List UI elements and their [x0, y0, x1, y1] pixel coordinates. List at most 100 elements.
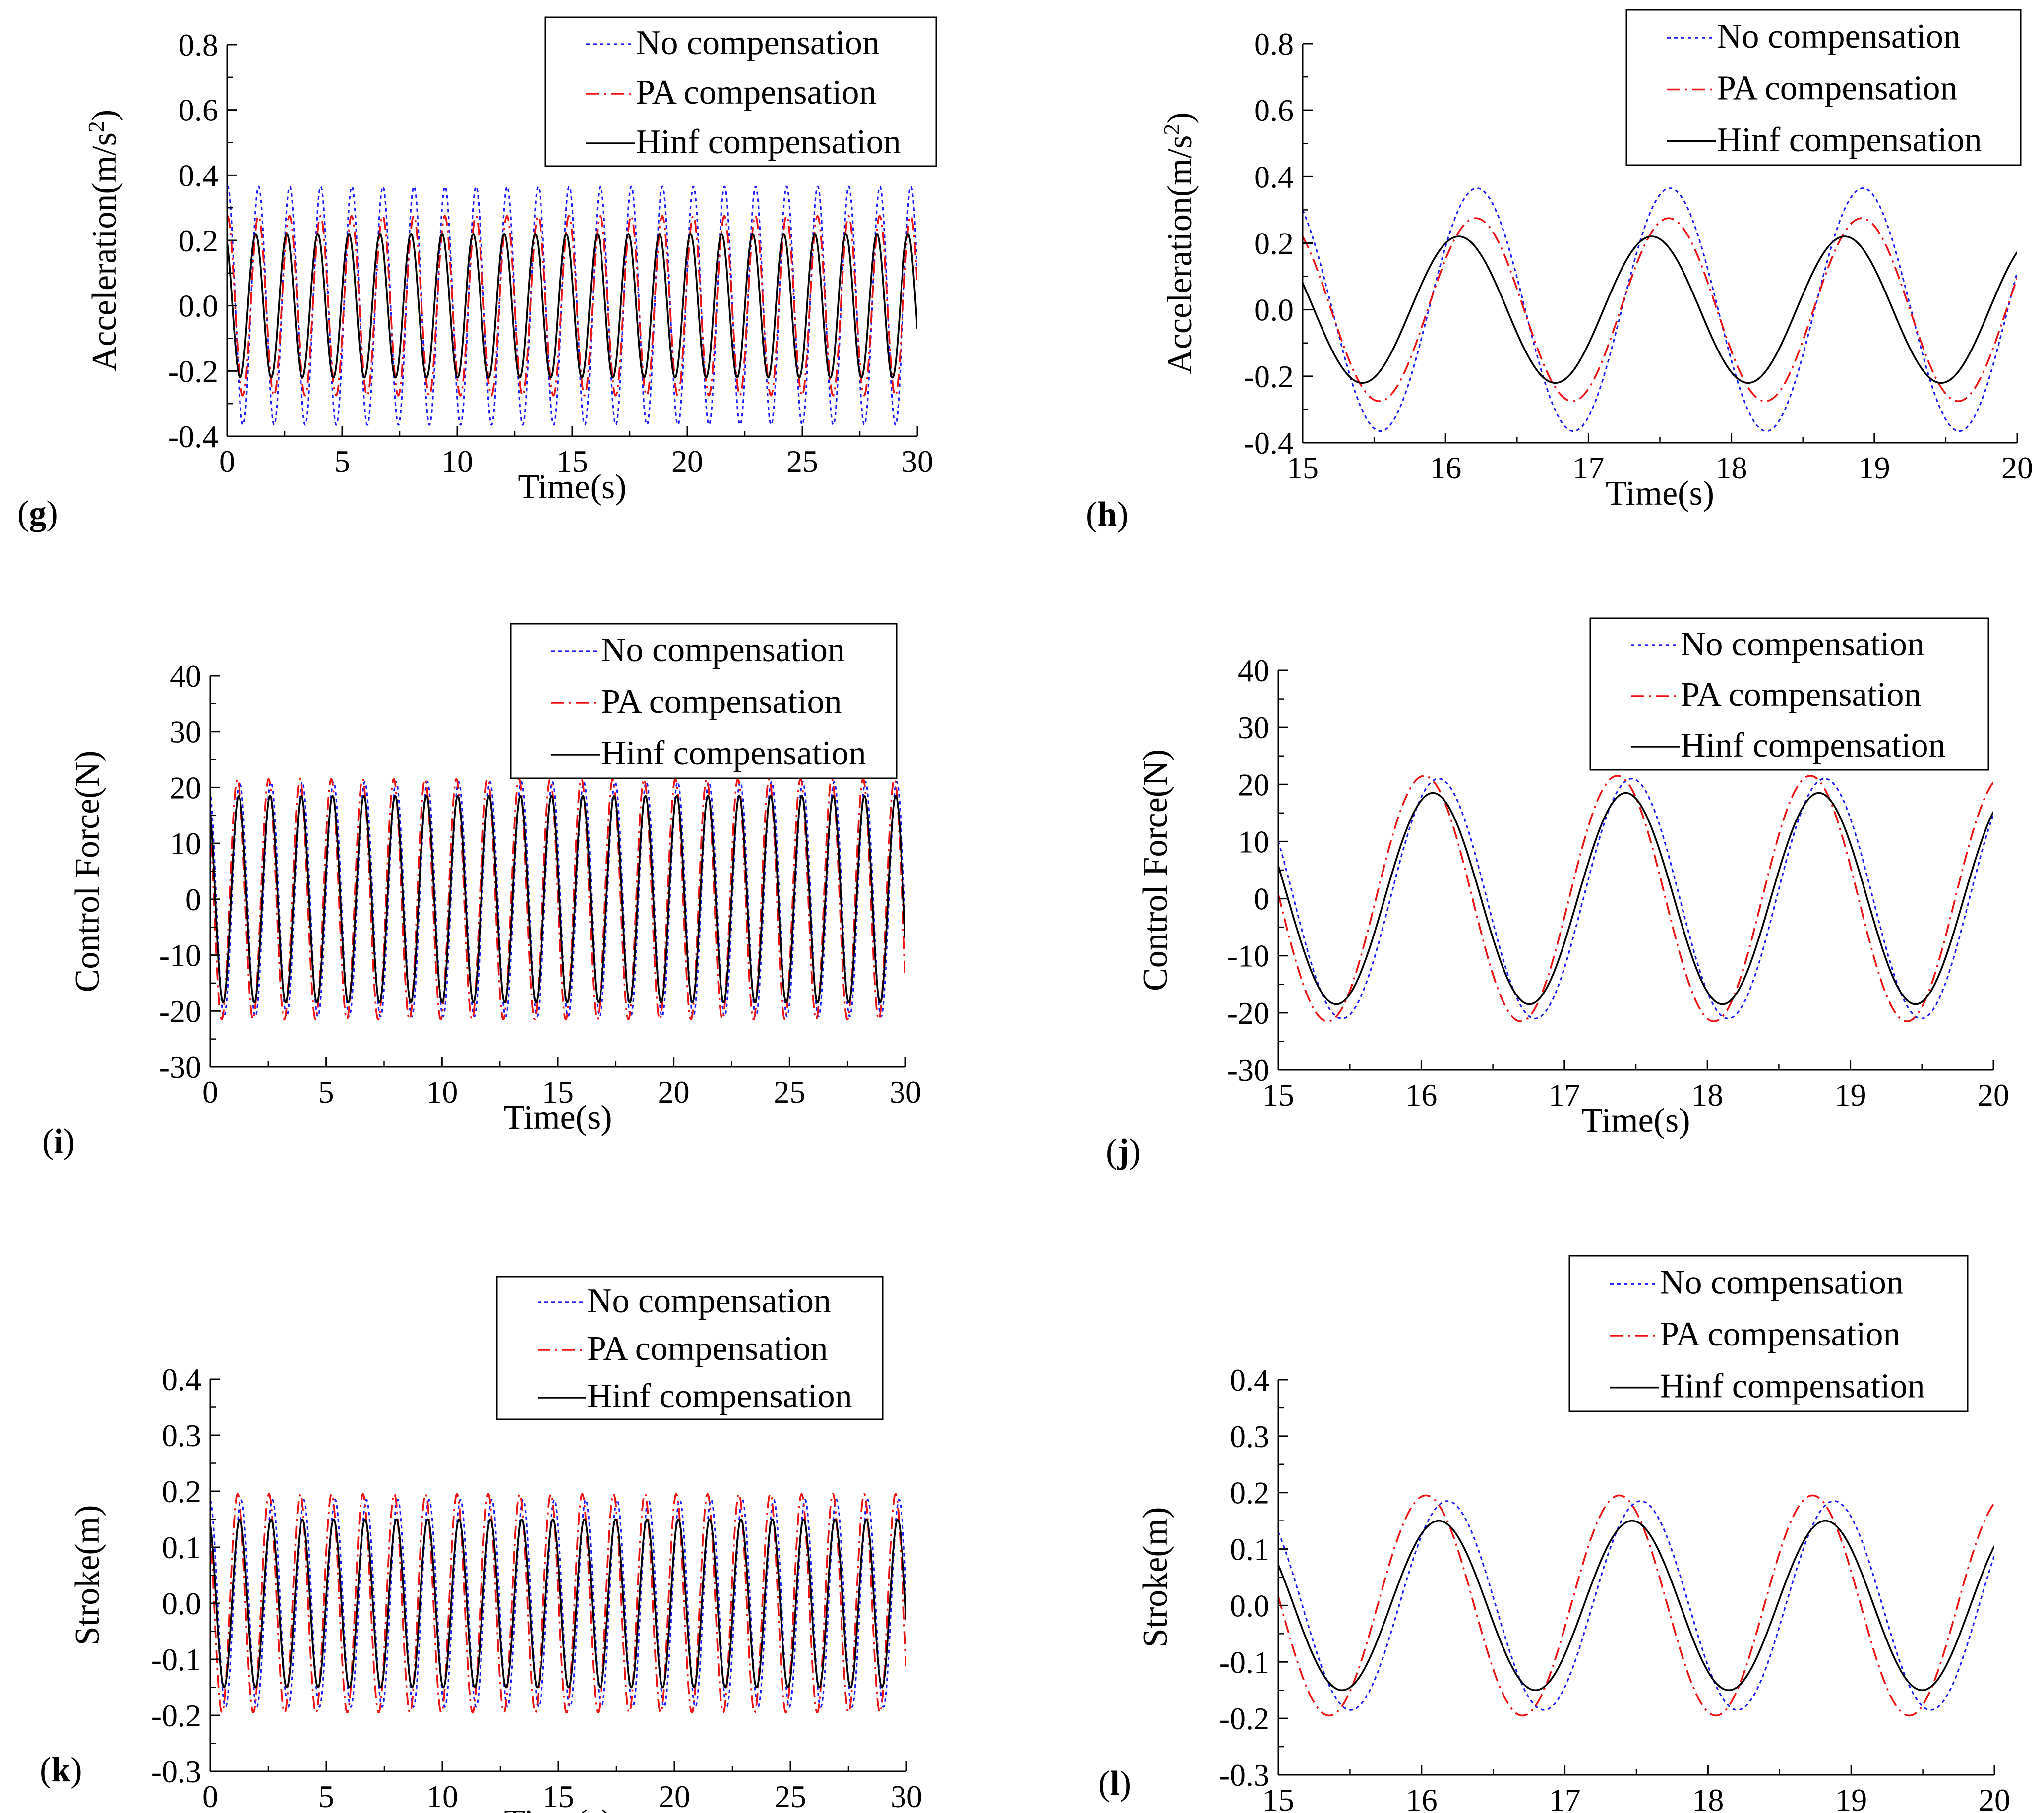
legend-box: [1568, 1255, 1969, 1412]
y-axis-label: Control Force(N): [1137, 749, 1175, 991]
series-line-no-compensation: [210, 1499, 906, 1708]
x-tick-label: 20: [1978, 1077, 2009, 1112]
y-tick-label: -0.2: [1219, 1701, 1269, 1736]
x-tick-label: 15: [1262, 1782, 1294, 1813]
y-tick-label: -0.2: [1244, 359, 1294, 394]
series-line-pa-compensation: [210, 778, 905, 1021]
y-tick-label: 0.2: [179, 223, 218, 258]
legend-entry-label: No compensation: [601, 631, 845, 669]
panel-label-close: ): [70, 1751, 82, 1789]
x-tick-label: 15: [542, 1779, 574, 1813]
y-tick-label: 0.0: [1230, 1588, 1269, 1623]
panel-label-open: (: [42, 1122, 54, 1161]
y-axis-label: Stroke(m): [68, 1505, 107, 1646]
x-tick-label: 30: [902, 444, 933, 479]
legend-box: [496, 1276, 884, 1420]
y-tick-label: 0: [185, 882, 201, 917]
chart-panel-j: 15 16 17 18 19 20 -30 -20 -10 0 10 20 30 40 Time(s) Con…: [1106, 617, 2009, 1170]
panel-label-close: ): [1117, 495, 1128, 533]
x-tick-label: 16: [1405, 1077, 1437, 1112]
x-axis-label: Time(s): [518, 468, 626, 506]
panel-label-close: ): [63, 1122, 75, 1161]
y-tick-label: 30: [1238, 710, 1269, 745]
chart-panel-h: 15 16 17 18 19 20 -0.4 -0.2 0.0 0.2 0.4 0.6 0.8 Time(…: [1086, 9, 2033, 533]
x-tick-label: 16: [1406, 1782, 1438, 1813]
series-line-pa-compensation: [1278, 1494, 1994, 1717]
y-tick-label: 0.4: [162, 1362, 201, 1397]
y-tick-label: -0.3: [1219, 1757, 1269, 1793]
series-line-hinf-compensation: [210, 795, 905, 1004]
y-tick-label: -0.2: [151, 1698, 201, 1733]
legend: No compensation PA compensation Hinf compe…: [1625, 9, 2022, 166]
legend-entry-label: No compensation: [587, 1282, 831, 1320]
x-tick-label: 17: [1572, 450, 1604, 485]
series-line-no-compensation: [1278, 1500, 1994, 1711]
series-line-hinf-compensation: [1278, 792, 1993, 1005]
x-tick-label: 17: [1549, 1077, 1580, 1112]
x-tick-label: 25: [786, 444, 818, 479]
chart-panel-l: 15 16 17 18 19 20 -0.3 -0.2 -0.1 0.0 0.1 0.2 0.3 0.4 T…: [1098, 1255, 2010, 1813]
series-line-hinf-compensation: [1303, 235, 2017, 384]
y-tick-label: 0.2: [1230, 1475, 1269, 1511]
x-tick-label: 18: [1692, 1782, 1724, 1813]
x-axis-label: Time(s): [503, 1099, 612, 1137]
y-tick-label: -0.2: [168, 353, 218, 389]
x-tick-label: 18: [1691, 1077, 1723, 1112]
legend-entry-label: No compensation: [636, 24, 880, 62]
x-axis-label: Time(s): [1606, 474, 1714, 513]
panel-label-letter: l: [1110, 1764, 1119, 1803]
legend-entry-label: PA compensation: [1717, 69, 1958, 108]
x-tick-label: 20: [1979, 1782, 2010, 1813]
panel-label-close: ): [1120, 1764, 1131, 1803]
series-line-no-compensation: [227, 185, 917, 426]
x-tick-label: 20: [659, 1779, 690, 1813]
series-line-pa-compensation: [1303, 217, 2017, 402]
y-tick-label: 0.2: [1254, 226, 1294, 261]
x-tick-label: 20: [2001, 450, 2033, 485]
y-axis-label-end: ): [85, 110, 123, 121]
series-line-pa-compensation: [227, 215, 917, 397]
y-axis-label: Acceleration(m/s2): [1159, 112, 1199, 374]
legend-box: [1589, 617, 1989, 771]
panel-label: (j): [1106, 1132, 1141, 1170]
y-tick-label: 0.0: [179, 289, 218, 324]
legend: No compensation PA compensation Hinf compe…: [510, 623, 898, 779]
y-tick-label: 0.3: [1230, 1419, 1269, 1454]
legend-entry-label: Hinf compensation: [587, 1377, 852, 1415]
y-tick-label: 0.3: [162, 1418, 201, 1453]
x-tick-label: 0: [202, 1779, 218, 1813]
x-tick-label: 0: [219, 444, 235, 479]
legend-entry-label: PA compensation: [636, 73, 877, 112]
legend-entry-label: PA compensation: [601, 683, 842, 721]
x-tick-label: 16: [1430, 450, 1461, 485]
x-tick-label: 19: [1835, 1077, 1866, 1112]
y-tick-label: 20: [1238, 767, 1269, 802]
panel-label-letter: j: [1117, 1132, 1129, 1170]
series-line-no-compensation: [1278, 778, 1993, 1019]
y-axis-label: Acceleration(m/s2): [83, 110, 123, 371]
panel-label: (h): [1086, 495, 1129, 533]
y-tick-label: 0.8: [179, 27, 218, 62]
y-tick-label: 0.1: [162, 1530, 201, 1565]
legend-entry-label: PA compensation: [587, 1330, 828, 1368]
x-tick-label: 15: [542, 1074, 574, 1110]
y-tick-label: 30: [170, 714, 201, 750]
legend-entry-label: Hinf compensation: [601, 734, 866, 772]
x-tick-label: 30: [890, 1074, 921, 1110]
x-tick-label: 18: [1716, 450, 1747, 485]
y-axis-label: Control Force(N): [68, 751, 107, 993]
y-tick-label: 0.6: [1254, 93, 1294, 128]
x-tick-label: 25: [775, 1779, 806, 1813]
y-tick-label: -0.1: [151, 1642, 201, 1677]
y-tick-label: 0.2: [162, 1474, 201, 1509]
x-tick-label: 5: [334, 444, 350, 479]
legend-entry-label: No compensation: [1717, 17, 1961, 56]
y-tick-label: 40: [1238, 653, 1269, 688]
y-axis-label-superscript: 2: [83, 121, 109, 132]
x-tick-label: 5: [318, 1779, 334, 1813]
panel-label-letter: h: [1097, 495, 1117, 533]
x-tick-label: 10: [441, 444, 473, 479]
y-tick-label: 0.0: [1254, 292, 1294, 328]
x-tick-label: 5: [318, 1074, 334, 1110]
